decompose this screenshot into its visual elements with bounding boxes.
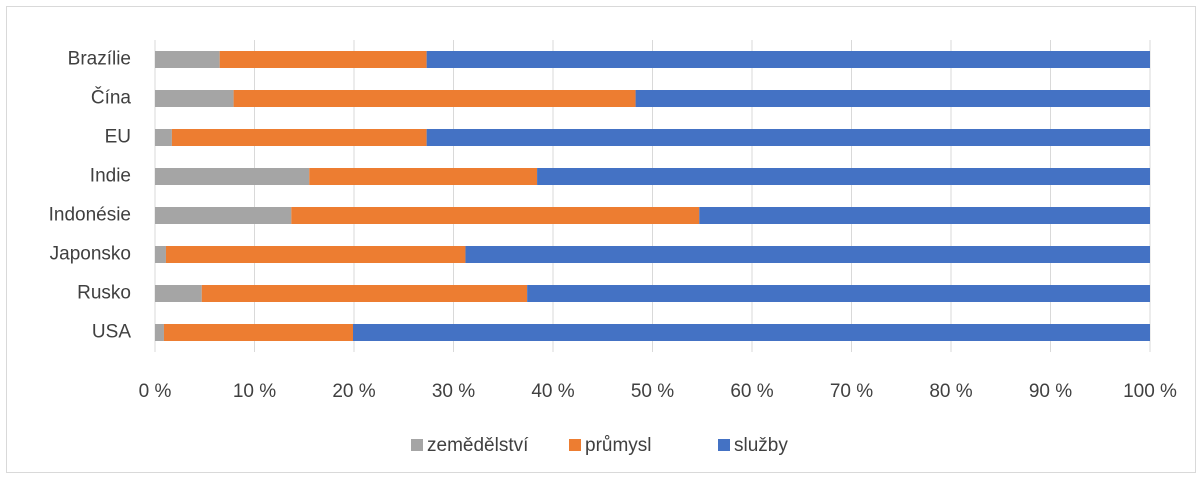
- y-tick-label: EU: [105, 127, 131, 148]
- legend-label: zemědělství: [427, 435, 529, 456]
- bar-segment: [233, 90, 636, 107]
- bar-segment: [165, 246, 466, 263]
- bar-segment: [171, 129, 427, 146]
- bar-segment: [201, 285, 528, 302]
- bar-segment: [291, 207, 700, 224]
- legend-label: služby: [734, 435, 788, 456]
- y-tick-label: Čína: [91, 87, 132, 109]
- bar-segment: [163, 324, 354, 341]
- bar-segment: [219, 51, 427, 68]
- bar-segment: [155, 129, 172, 146]
- y-tick-label: Rusko: [77, 283, 131, 304]
- chart-border: [6, 6, 1196, 473]
- legend-swatch: [569, 439, 581, 451]
- bar-segment: [353, 324, 1150, 341]
- x-tick-label: 50 %: [631, 381, 674, 402]
- bar-segment: [155, 246, 166, 263]
- x-tick-label: 80 %: [929, 381, 972, 402]
- x-tick-label: 10 %: [233, 381, 276, 402]
- legend-label: průmysl: [585, 435, 652, 456]
- y-tick-label: Japonsko: [50, 244, 131, 265]
- legend-swatch: [718, 439, 730, 451]
- y-tick-label: Indie: [90, 166, 131, 187]
- x-tick-label: 60 %: [730, 381, 773, 402]
- bar-segment: [155, 207, 292, 224]
- bar-segment: [465, 246, 1150, 263]
- y-tick-label: Indonésie: [49, 205, 131, 226]
- bar-segment: [426, 51, 1150, 68]
- x-tick-label: 40 %: [531, 381, 574, 402]
- x-tick-label: 30 %: [432, 381, 475, 402]
- x-tick-label: 100 %: [1123, 381, 1177, 402]
- bar-segment: [155, 324, 164, 341]
- bar-segment: [635, 90, 1150, 107]
- bar-segment: [537, 168, 1150, 185]
- bar-segment: [527, 285, 1150, 302]
- y-tick-label: USA: [92, 322, 131, 343]
- bar-segment: [155, 90, 234, 107]
- x-tick-label: 90 %: [1029, 381, 1072, 402]
- bar-segment: [155, 51, 220, 68]
- bar-segment: [155, 285, 202, 302]
- legend-swatch: [411, 439, 423, 451]
- y-tick-label: Brazílie: [68, 49, 131, 70]
- bar-segment: [426, 129, 1150, 146]
- bar-segment: [155, 168, 310, 185]
- x-tick-label: 20 %: [332, 381, 375, 402]
- x-tick-label: 70 %: [830, 381, 873, 402]
- bar-segment: [309, 168, 538, 185]
- bar-segment: [699, 207, 1150, 224]
- x-tick-label: 0 %: [139, 381, 172, 402]
